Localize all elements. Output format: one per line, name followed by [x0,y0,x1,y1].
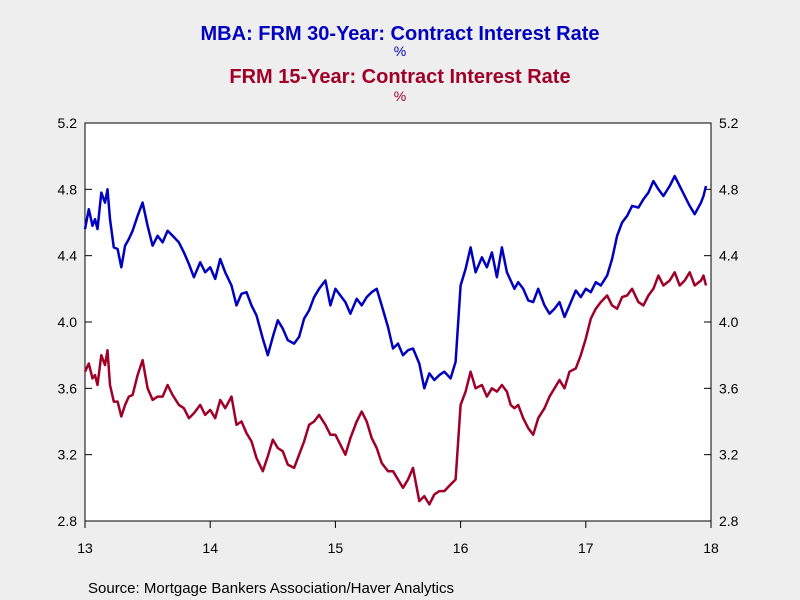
y-tick-label-left: 3.6 [58,380,78,396]
x-tick-label: 18 [703,540,719,556]
series-line-2 [83,271,708,506]
title-line-1: MBA: FRM 30-Year: Contract Interest Rate [201,23,600,45]
x-tick-label: 15 [328,540,344,556]
y-tick-label-right: 5.2 [719,115,739,131]
source-note: Source: Mortgage Bankers Association/Hav… [88,580,454,597]
title-line-2-unit: % [394,88,406,104]
y-tick-label-left: 4.4 [58,248,78,264]
y-tick-label-left: 4.8 [58,181,78,197]
y-tick-label-left: 2.8 [58,513,78,529]
axis-ticks: 2.8 2.8 3.2 3.2 3.6 3.6 4.0 4.0 4.4 4.4 4.8 4.8 5.2 5… [58,115,739,556]
title-line-1-unit: % [394,43,406,59]
chart-titles: MBA: FRM 30-Year: Contract Interest Rate… [201,23,600,104]
y-tick-label-left: 5.2 [58,115,78,131]
x-tick-label: 13 [77,540,93,556]
x-tick-label: 17 [578,540,594,556]
y-tick-label-right: 4.0 [719,314,739,330]
y-tick-label-right: 3.6 [719,380,739,396]
y-tick-label-left: 4.0 [58,314,78,330]
x-tick-label: 14 [202,540,218,556]
plot-area [84,122,712,522]
title-line-2: FRM 15-Year: Contract Interest Rate [229,66,570,88]
x-tick-label: 16 [453,540,469,556]
y-tick-label-right: 3.2 [719,447,739,463]
series-lines [83,174,708,506]
y-tick-label-right: 4.4 [719,248,739,264]
y-tick-label-right: 2.8 [719,513,739,529]
y-tick-label-left: 3.2 [58,447,78,463]
y-tick-label-right: 4.8 [719,181,739,197]
series-line-1 [83,174,708,390]
